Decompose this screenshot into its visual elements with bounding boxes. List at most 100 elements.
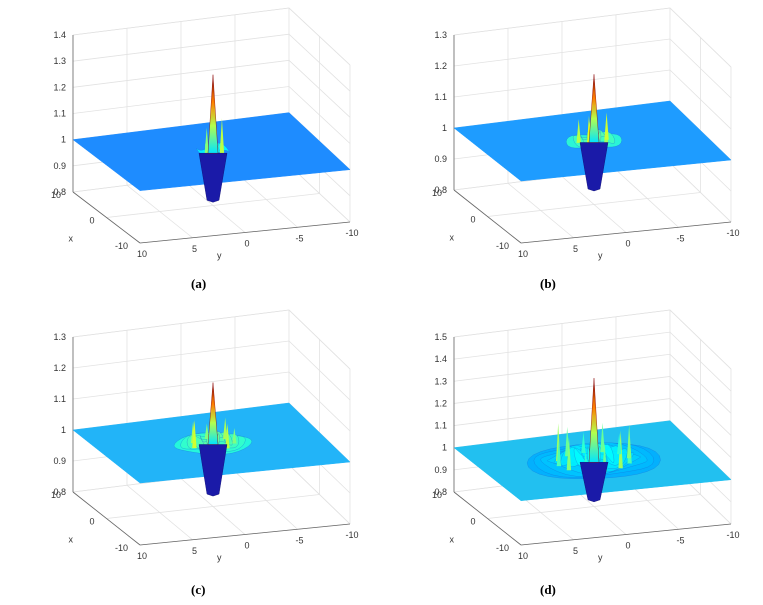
x-tick-label: 10 [432, 490, 442, 500]
surface-trough [579, 142, 609, 192]
surface-lobe [192, 420, 197, 448]
floor-gridline [106, 494, 320, 519]
surface-lobe [617, 433, 622, 455]
surface-peak [207, 74, 219, 154]
y-tick-label: 5 [573, 244, 578, 254]
z-tick-label: 1 [61, 425, 66, 435]
x-axis-label: x [69, 535, 74, 545]
x-axis-line [72, 491, 141, 546]
panel-c: 0.8 0.9 1 1.1 1.2 1.3 10 0 -10 10 5 0 -5 -10 x y [0, 302, 381, 604]
z-gridline [453, 376, 732, 436]
z-gridline [72, 7, 351, 66]
x-axis-label: x [450, 233, 455, 243]
panel-a: 0.8 0.9 1 1.1 1.2 1.3 1.4 10 0 -10 10 5 0 -5 -10 x y [0, 0, 381, 302]
z-tick-label: 0.8 [434, 185, 447, 195]
y-axis-label: y [598, 251, 603, 261]
y-tick-label: 0 [244, 541, 249, 551]
surface-peak [588, 378, 600, 463]
y-tick-label: -5 [676, 535, 684, 545]
z-gridline [453, 309, 732, 370]
z-tick-label: 1.1 [53, 394, 66, 404]
y-axis-label: y [598, 553, 603, 563]
z-tick-label: 1.2 [53, 363, 66, 373]
surface-peak [207, 382, 219, 445]
y-tick-label: 10 [137, 551, 147, 561]
x-axis-label: x [450, 535, 455, 545]
z-tick-label: 0.9 [53, 161, 66, 171]
x-axis-label: x [69, 234, 74, 244]
surface-lobe [581, 431, 586, 453]
y-axis-line [520, 523, 732, 546]
x-axis-line [72, 191, 141, 244]
y-tick-label: -10 [345, 228, 358, 238]
z-tick-label: 1 [442, 123, 447, 133]
y-tick-label: 0 [244, 239, 249, 249]
x-tick-label: -10 [115, 543, 128, 553]
z-gridline [72, 340, 351, 401]
surface-lobe [604, 112, 609, 140]
y-tick-label: 10 [137, 249, 147, 259]
surface [453, 74, 732, 192]
z-tick-label: 1 [61, 135, 66, 145]
y-tick-label: 10 [518, 249, 528, 259]
axis-lines [453, 337, 732, 546]
z-tick-label: 1.3 [434, 30, 447, 40]
z-gridline [72, 309, 351, 370]
surface-lobe [225, 423, 230, 449]
z-tick-label: 1.3 [53, 56, 66, 66]
z-tick-label: 1.1 [53, 109, 66, 119]
z-gridline [453, 398, 732, 458]
y-tick-label: -10 [345, 530, 358, 540]
y-tick-label: -5 [676, 233, 684, 243]
panel-d: 0.8 0.9 1 1.1 1.2 1.3 1.4 1.5 10 0 -10 10 5 0 -5 -10 x y [381, 302, 762, 604]
x-tick-label: 0 [470, 215, 475, 225]
x-tick-label: -10 [496, 241, 509, 251]
y-tick-label: 0 [625, 239, 630, 249]
x-tick-label: 0 [89, 517, 94, 527]
surface [72, 74, 351, 203]
surface-trough [198, 444, 228, 497]
z-tick-label: 1.4 [53, 30, 66, 40]
surface-lobe [600, 422, 605, 453]
z-tick-label: 1.2 [434, 398, 447, 408]
x-tick-label: 10 [432, 188, 442, 198]
y-axis-label: y [217, 553, 222, 563]
y-tick-label: 10 [518, 551, 528, 561]
x-axis-line [453, 189, 522, 244]
surface-lobe [232, 427, 237, 444]
surface-plot-svg: 0.8 0.9 1 1.1 1.2 1.3 10 0 -10 10 5 0 -5 -10 x y [51, 309, 359, 563]
y-tick-label: 5 [192, 244, 197, 254]
caption-d: (d) [540, 582, 556, 597]
surface-plot-svg: 0.8 0.9 1 1.1 1.2 1.3 1.4 10 0 -10 10 5 0 -5 -10 x y [51, 7, 359, 261]
z-gridline [453, 7, 732, 68]
y-tick-label: -5 [295, 535, 303, 545]
x-tick-label: 0 [470, 517, 475, 527]
z-tick-label: 1 [442, 443, 447, 453]
axis-lines [72, 337, 351, 546]
surface-lobe [204, 423, 210, 440]
surface-lobe [223, 417, 228, 440]
z-gridline [453, 331, 732, 392]
z-gridline [453, 69, 732, 130]
axis-lines [453, 35, 732, 244]
y-tick-label: 5 [192, 546, 197, 556]
z-tick-label: 1.1 [434, 92, 447, 102]
x-tick-label: 10 [51, 490, 61, 500]
z-tick-label: 0.8 [53, 487, 66, 497]
floor-gridline [487, 192, 701, 217]
surface-lobe [204, 127, 209, 156]
y-axis-line [139, 221, 351, 244]
surface [72, 382, 351, 497]
z-tick-label: 0.9 [53, 456, 66, 466]
y-axis-label: y [217, 251, 222, 261]
caption-b: (b) [540, 276, 556, 291]
z-gridline [72, 33, 351, 92]
z-tick-label: 1.1 [434, 421, 447, 431]
surface-trough [579, 462, 609, 503]
y-tick-label: -10 [726, 530, 739, 540]
panel-b: 0.8 0.9 1 1.1 1.2 1.3 10 0 -10 10 5 0 -5 -10 x y [381, 0, 762, 302]
surface [453, 378, 732, 503]
x-tick-label: 0 [89, 216, 94, 226]
caption-c: (c) [191, 582, 206, 597]
surface-lobe [566, 436, 572, 471]
